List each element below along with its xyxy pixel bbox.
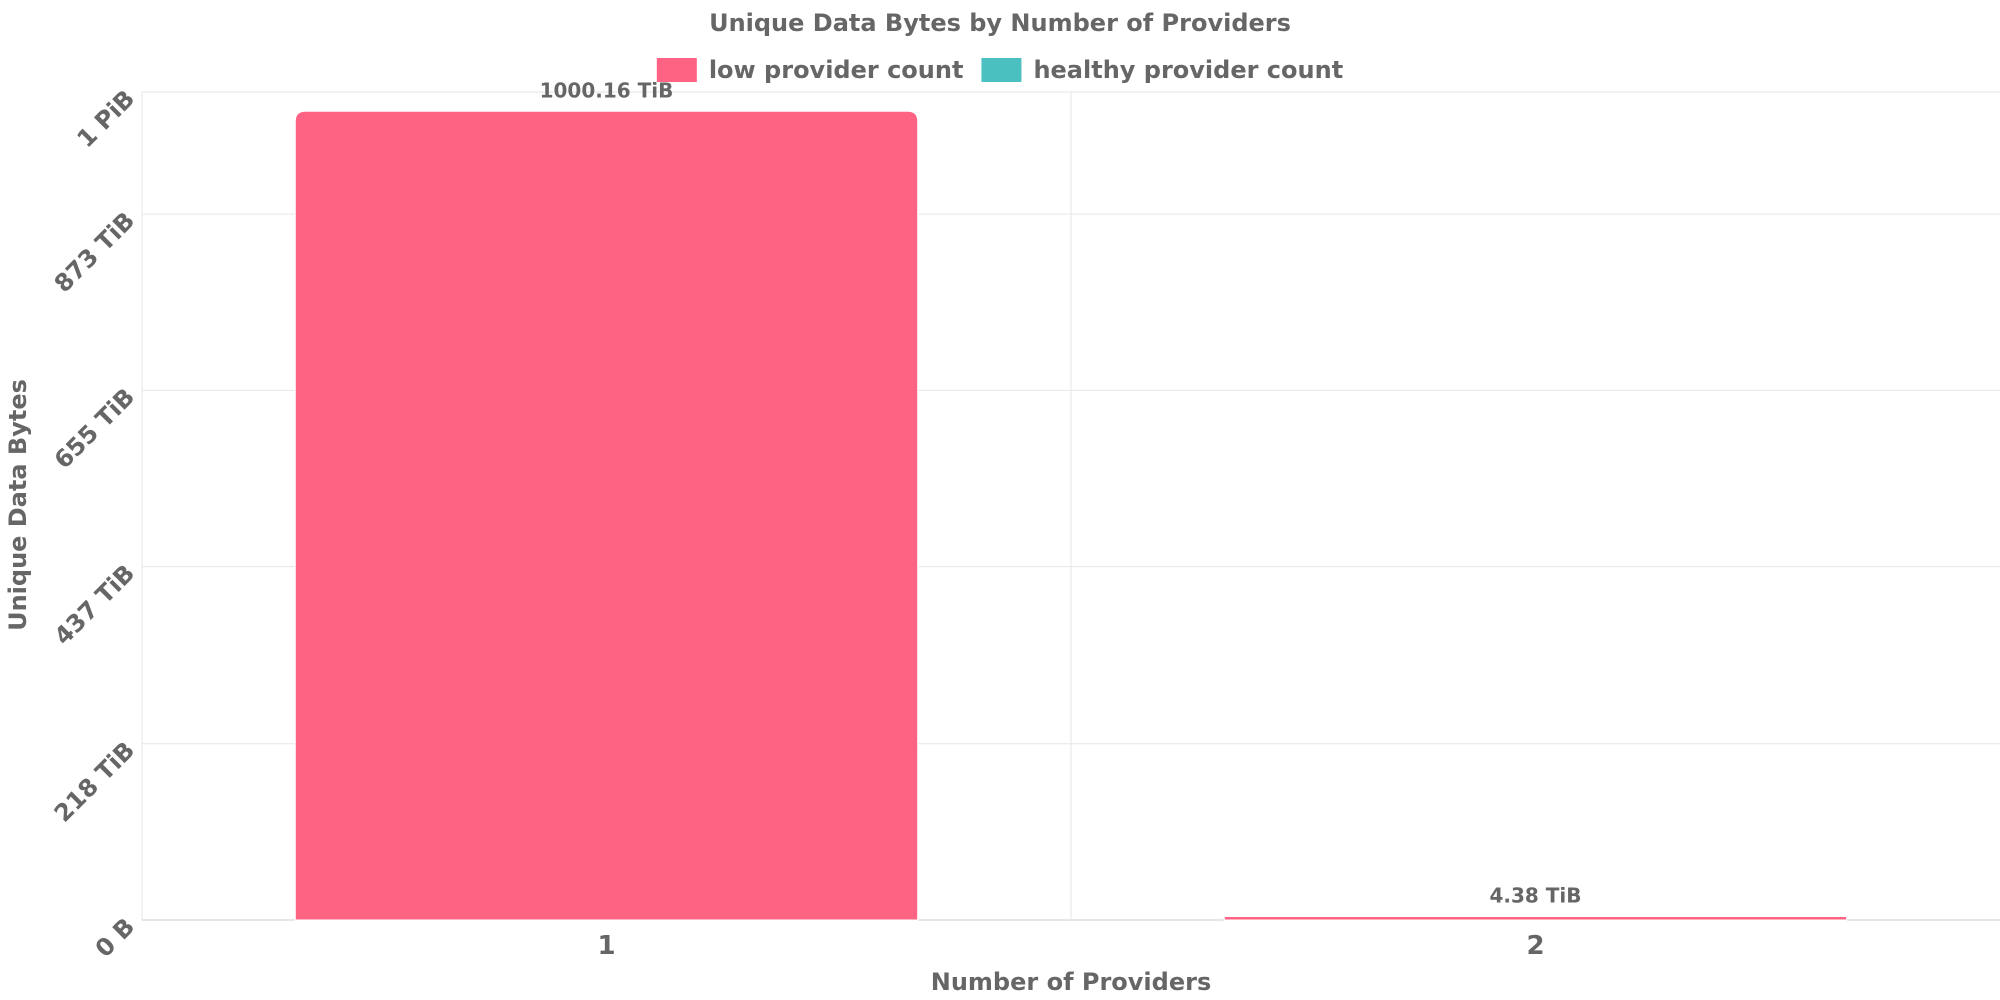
data-label: 4.38 TiB — [1489, 883, 1581, 907]
legend-item-label[interactable]: low provider count — [709, 56, 964, 84]
x-tick-label: 1 — [597, 931, 615, 961]
x-tick-label: 2 — [1526, 931, 1544, 961]
x-axis-label: Number of Providers — [931, 968, 1211, 996]
chart-title: Unique Data Bytes by Number of Providers — [709, 9, 1291, 37]
legend: low provider count healthy provider count — [656, 56, 1343, 84]
legend-swatch — [656, 58, 697, 82]
y-tick-label: 218 TiB — [49, 736, 140, 827]
y-axis-label: Unique Data Bytes — [4, 379, 32, 631]
data-label: 1000.16 TiB — [540, 78, 674, 102]
legend-item-label[interactable]: healthy provider count — [1033, 56, 1343, 84]
bar[interactable] — [294, 110, 919, 921]
y-tick-label: 655 TiB — [49, 383, 140, 474]
y-tick-label: 873 TiB — [49, 207, 140, 298]
y-tick-label: 1 PiB — [72, 84, 141, 153]
legend-swatch — [981, 58, 1022, 82]
y-tick-label: 0 B — [90, 912, 140, 962]
bars: 1000.16 TiB 4.38 TiB — [294, 78, 1848, 921]
y-tick-label: 437 TiB — [49, 559, 140, 650]
y-axis-ticks: 0 B 218 TiB 437 TiB 655 TiB 873 TiB 1 PiB — [49, 84, 140, 962]
bar[interactable] — [1223, 915, 1848, 921]
